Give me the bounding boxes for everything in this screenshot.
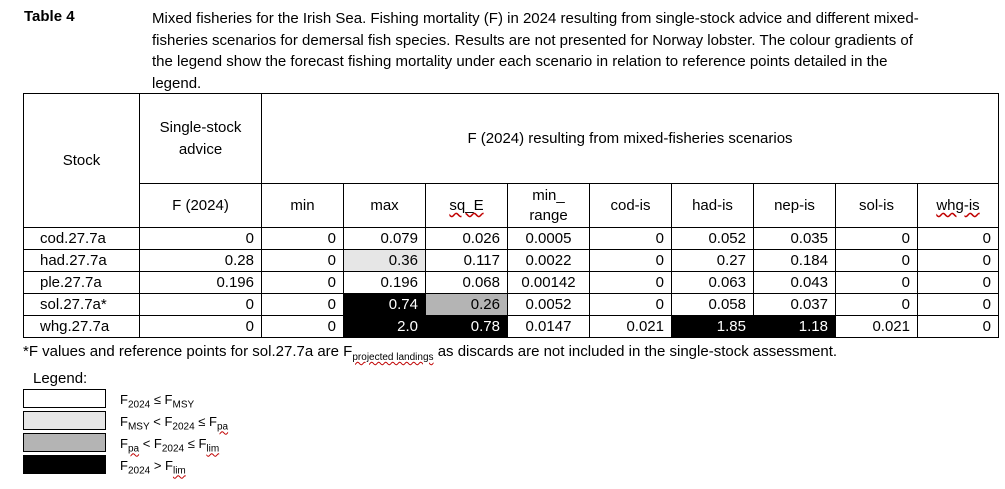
value-cell: 0.28: [139, 249, 262, 272]
scenario-header-6: nep-is: [753, 183, 836, 228]
table-row: ple.27.7a 0.196 0 0.196 0.068 0.00142 0 0.063 0.…: [23, 271, 999, 294]
legend-label: FMSY < F2024 ≤ Fpa: [120, 414, 229, 433]
value-cell: 0.196: [343, 271, 426, 294]
table-label: Table 4: [24, 8, 75, 25]
scenario-header-5: had-is: [671, 183, 754, 228]
legend-label: F2024 > Flim: [120, 458, 186, 477]
mixed-scenarios-header: F (2024) resulting from mixed-fisheries …: [261, 93, 999, 184]
value-cell: 0.78: [425, 315, 508, 338]
scenario-header-0: min: [261, 183, 344, 228]
value-cell: 0.36: [343, 249, 426, 272]
value-cell: 0: [835, 227, 918, 250]
scenario-header-7: sol-is: [835, 183, 918, 228]
value-cell: 0: [589, 249, 672, 272]
value-cell: 0.0052: [507, 293, 590, 316]
single-f-header: F (2024): [139, 183, 262, 228]
value-cell: 0: [261, 249, 344, 272]
value-cell: 0: [917, 227, 999, 250]
value-cell: 0: [917, 293, 999, 316]
value-cell: 0: [139, 315, 262, 338]
value-cell: 0.0005: [507, 227, 590, 250]
value-cell: 0: [589, 293, 672, 316]
scenario-header-2: sq_E: [425, 183, 508, 228]
legend-title: Legend:: [33, 370, 88, 387]
value-cell: 0.26: [425, 293, 508, 316]
single-stock-header: Single-stock advice: [139, 93, 262, 184]
value-cell: 0.184: [753, 249, 836, 272]
table-row: sol.27.7a* 0 0 0.74 0.26 0.0052 0 0.058 0.037 0 0: [23, 293, 999, 316]
value-cell: 0.037: [753, 293, 836, 316]
footnote: *F values and reference points for sol.2…: [23, 343, 838, 363]
value-cell: 0: [139, 293, 262, 316]
table-row: had.27.7a 0.28 0 0.36 0.117 0.0022 0 0.27 0.184 0…: [23, 249, 999, 272]
value-cell: 0: [917, 271, 999, 294]
value-cell: 2.0: [343, 315, 426, 338]
stock-name: sol.27.7a*: [23, 293, 140, 316]
value-cell: 0.0022: [507, 249, 590, 272]
value-cell: 0: [139, 227, 262, 250]
stock-name: had.27.7a: [23, 249, 140, 272]
legend-swatch: [23, 411, 106, 430]
table-row: cod.27.7a 0 0 0.079 0.026 0.0005 0 0.052 0.035 0 0: [23, 227, 999, 250]
value-cell: 0: [917, 315, 999, 338]
value-cell: 0: [835, 293, 918, 316]
mixed-fisheries-table: Stock Single-stock advice F (2024) resul…: [23, 93, 999, 338]
value-cell: 0: [261, 227, 344, 250]
value-cell: 0: [835, 271, 918, 294]
value-cell: 0: [589, 271, 672, 294]
scenario-header-4: cod-is: [589, 183, 672, 228]
legend-label: F2024 ≤ FMSY: [120, 392, 195, 411]
value-cell: 0.27: [671, 249, 754, 272]
legend-swatch: [23, 433, 106, 452]
value-cell: 0.00142: [507, 271, 590, 294]
table-caption: Mixed fisheries for the Irish Sea. Fishi…: [152, 10, 919, 92]
value-cell: 0.052: [671, 227, 754, 250]
value-cell: 0.043: [753, 271, 836, 294]
value-cell: 0.079: [343, 227, 426, 250]
value-cell: 0.021: [589, 315, 672, 338]
scenario-header-3: min_ range: [507, 183, 590, 228]
value-cell: 1.85: [671, 315, 754, 338]
value-cell: 0.196: [139, 271, 262, 294]
value-cell: 0: [261, 293, 344, 316]
value-cell: 0.117: [425, 249, 508, 272]
value-cell: 0.026: [425, 227, 508, 250]
value-cell: 0.021: [835, 315, 918, 338]
stock-name: whg.27.7a: [23, 315, 140, 338]
value-cell: 0: [589, 227, 672, 250]
value-cell: 0: [917, 249, 999, 272]
value-cell: 0: [261, 315, 344, 338]
value-cell: 0: [261, 271, 344, 294]
value-cell: 1.18: [753, 315, 836, 338]
value-cell: 0: [835, 249, 918, 272]
value-cell: 0.068: [425, 271, 508, 294]
value-cell: 0.74: [343, 293, 426, 316]
table-row: whg.27.7a 0 0 2.0 0.78 0.0147 0.021 1.85 1.18 0.0…: [23, 315, 999, 338]
value-cell: 0.063: [671, 271, 754, 294]
stock-header: Stock: [23, 93, 140, 228]
stock-name: cod.27.7a: [23, 227, 140, 250]
value-cell: 0.0147: [507, 315, 590, 338]
value-cell: 0.035: [753, 227, 836, 250]
legend-swatch: [23, 389, 106, 408]
value-cell: 0.058: [671, 293, 754, 316]
scenario-header-8: whg-is: [917, 183, 999, 228]
scenario-header-1: max: [343, 183, 426, 228]
stock-name: ple.27.7a: [23, 271, 140, 294]
legend-label: Fpa < F2024 ≤ Flim: [120, 436, 220, 455]
legend-swatch: [23, 455, 106, 474]
